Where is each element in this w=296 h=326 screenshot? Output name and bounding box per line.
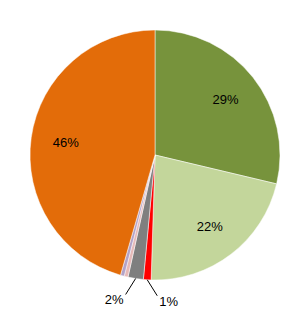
svg-text:46%: 46% (53, 135, 79, 150)
svg-text:22%: 22% (197, 219, 223, 234)
svg-text:1%: 1% (159, 294, 178, 309)
svg-text:29%: 29% (213, 92, 239, 107)
svg-text:2%: 2% (105, 292, 124, 307)
